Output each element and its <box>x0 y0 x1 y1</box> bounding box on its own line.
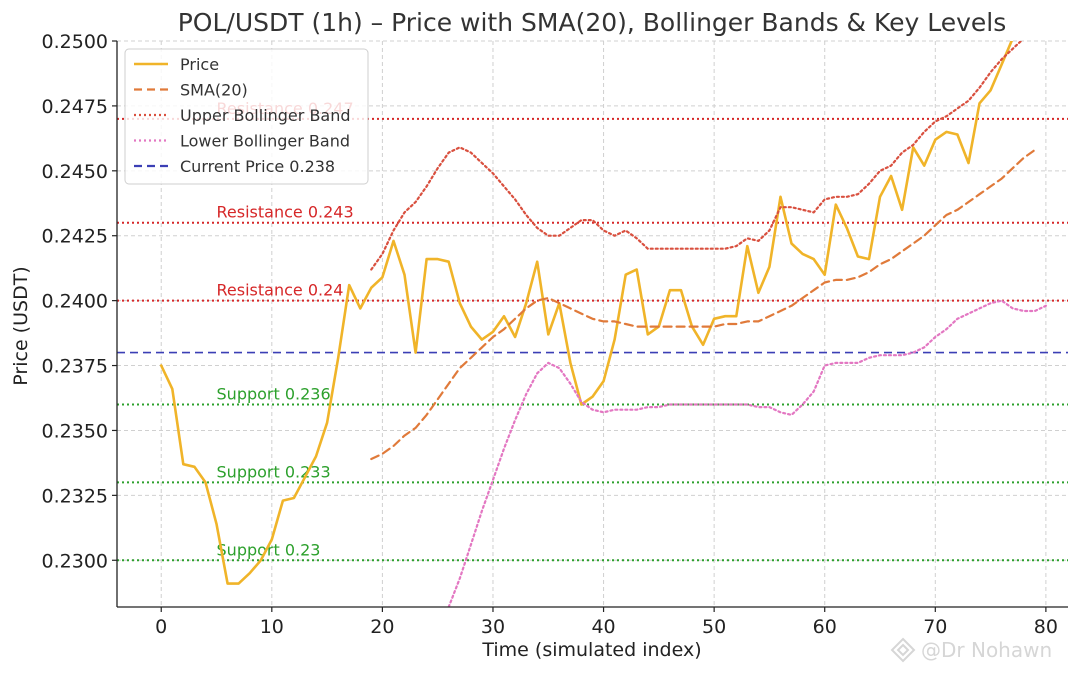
series-line-sma-20 <box>370 148 1036 461</box>
y-tick-label: 0.2350 <box>42 420 108 442</box>
x-tick-label: 0 <box>155 616 167 638</box>
data-series <box>159 41 1048 607</box>
watermark: @Dr Nohawn <box>890 637 1052 663</box>
x-axis-label: Time (simulated index) <box>481 639 701 661</box>
key-level-label: Resistance 0.24 <box>217 281 344 300</box>
series-line-lower-bollinger-band <box>447 299 1048 607</box>
x-tick-label: 40 <box>591 616 615 638</box>
key-level-label: Resistance 0.243 <box>217 203 354 222</box>
y-tick-label: 0.2375 <box>42 356 108 378</box>
x-tick-label: 70 <box>923 616 947 638</box>
x-tick-label: 30 <box>481 616 505 638</box>
y-tick-label: 0.2475 <box>42 96 108 118</box>
key-level-label: Support 0.23 <box>217 540 321 559</box>
y-tick-label: 0.2300 <box>42 550 108 572</box>
x-tick-label: 80 <box>1034 616 1058 638</box>
watermark-logo-icon <box>890 637 916 663</box>
legend: Price SMA(20) Upper Bollinger Band Lower Bo… <box>124 48 369 185</box>
chart-title: POL/USDT (1h) – Price with SMA(20), Boll… <box>178 8 1007 37</box>
y-tick-label: 0.2425 <box>42 226 108 248</box>
y-tick-label: 0.2325 <box>42 485 108 507</box>
legend-box <box>124 48 369 185</box>
legend-label: Price <box>180 55 219 74</box>
key-level-label: Support 0.233 <box>217 462 331 481</box>
y-axis-label: Price (USDT) <box>10 266 32 385</box>
legend-label: Upper Bollinger Band <box>180 106 351 125</box>
axes: 0 10 20 30 40 50 60 70 80 0.2300 0.2325 0.2350 0.237… <box>42 31 1068 638</box>
y-tick-label: 0.2450 <box>42 161 108 183</box>
series-line-price <box>159 41 1014 585</box>
key-level-label: Support 0.236 <box>217 384 331 403</box>
y-tick-label: 0.2500 <box>42 31 108 53</box>
y-tick-label: 0.2400 <box>42 291 108 313</box>
series-line-upper-bollinger-band <box>370 41 1023 271</box>
x-tick-label: 60 <box>813 616 837 638</box>
x-tick-label: 10 <box>260 616 284 638</box>
x-tick-label: 20 <box>370 616 394 638</box>
watermark-text: @Dr Nohawn <box>921 638 1052 662</box>
legend-label: Current Price 0.238 <box>180 157 335 176</box>
legend-label: Lower Bollinger Band <box>180 132 350 151</box>
legend-label: SMA(20) <box>180 81 248 100</box>
x-tick-label: 50 <box>702 616 726 638</box>
